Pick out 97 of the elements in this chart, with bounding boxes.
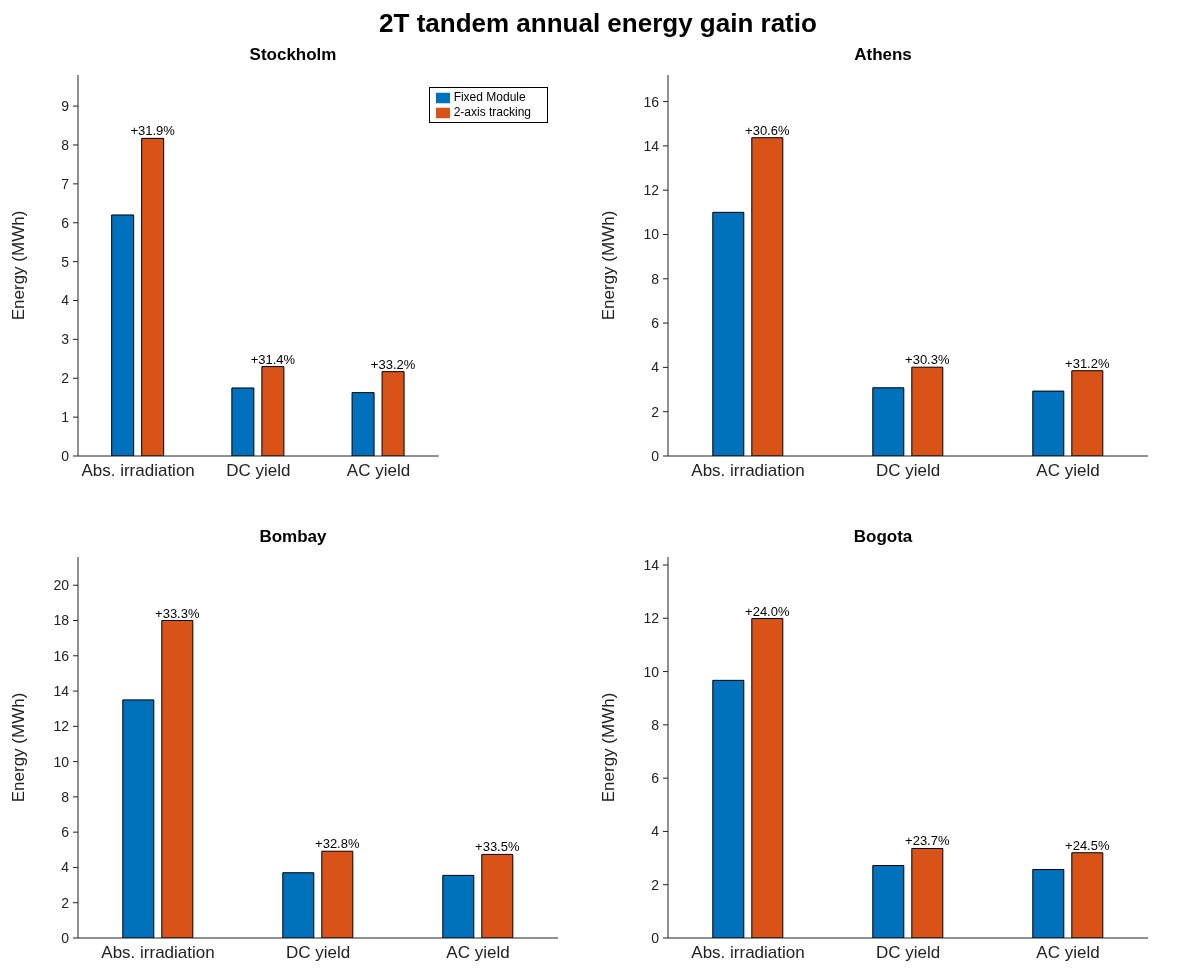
y-tick-label: 4 <box>651 359 660 376</box>
y-axis-title: Energy (MWh) <box>599 692 619 803</box>
y-tick-label: 10 <box>643 663 660 680</box>
annotation: +24.0% <box>745 603 790 619</box>
bar <box>872 387 905 456</box>
bar <box>231 387 255 456</box>
annotation: +33.5% <box>475 839 520 855</box>
bar <box>481 853 514 938</box>
y-tick-label: 0 <box>651 447 660 464</box>
y-tick-label: 4 <box>61 292 70 309</box>
y-tick-label: 9 <box>61 98 70 115</box>
y-axis-title: Energy (MWh) <box>9 692 29 803</box>
annotation: +31.2% <box>1065 355 1110 371</box>
bar <box>1071 370 1104 456</box>
y-tick-label: 8 <box>61 788 70 805</box>
x-tick-label: AC yield <box>1036 461 1100 481</box>
y-tick-label: 6 <box>651 315 660 332</box>
annotation: +31.4% <box>250 351 296 367</box>
y-axis-title: Energy (MWh) <box>9 210 29 321</box>
y-tick-label: 16 <box>643 93 660 110</box>
y-tick-label: 16 <box>53 647 70 664</box>
legend-label: 2-axis tracking <box>453 104 531 119</box>
chart-title: Athens <box>853 45 913 66</box>
y-tick-label: 4 <box>61 859 70 876</box>
annotation: +24.5% <box>1065 837 1110 853</box>
annotation: +33.2% <box>370 356 416 372</box>
y-tick-label: 6 <box>651 770 660 787</box>
y-tick-label: 0 <box>61 929 70 946</box>
x-tick-label: AC yield <box>1036 943 1100 963</box>
y-tick-label: 4 <box>651 823 660 840</box>
bar <box>141 137 165 456</box>
y-tick-label: 2 <box>61 894 70 911</box>
x-tick-label: Abs. irradiation <box>691 943 805 963</box>
bar <box>751 137 784 456</box>
annotation: +23.7% <box>905 833 950 849</box>
y-tick-label: 10 <box>643 226 660 243</box>
y-tick-label: 3 <box>61 331 70 348</box>
bar <box>1032 390 1065 456</box>
y-tick-label: 1 <box>61 409 70 426</box>
bar <box>282 872 315 938</box>
bar <box>442 874 475 938</box>
x-tick-label: DC yield <box>226 461 291 481</box>
annotation: +32.8% <box>315 836 360 852</box>
y-tick-label: 12 <box>643 610 660 627</box>
y-tick-label: 5 <box>61 253 70 270</box>
y-tick-label: 7 <box>61 175 70 192</box>
bar <box>712 679 745 938</box>
bar <box>321 850 354 938</box>
y-axis-title: Energy (MWh) <box>599 210 619 321</box>
annotation: +30.3% <box>905 352 950 368</box>
y-tick-label: 10 <box>53 753 70 770</box>
y-tick-label: 12 <box>53 718 70 735</box>
bar <box>1071 852 1104 938</box>
chart-title: Bogota <box>852 527 914 548</box>
bar <box>911 366 944 456</box>
bar <box>1032 869 1065 938</box>
y-tick-label: 2 <box>651 403 660 420</box>
bar <box>122 699 155 938</box>
x-tick-label: Abs. irradiation <box>691 461 805 481</box>
bar <box>712 211 745 456</box>
bar <box>872 865 905 938</box>
bar <box>751 618 784 938</box>
annotation: +33.3% <box>155 605 200 621</box>
y-tick-label: 14 <box>643 137 660 154</box>
y-tick-label: 14 <box>643 556 660 573</box>
x-tick-label: Abs. irradiation <box>81 461 195 481</box>
y-tick-label: 6 <box>61 214 70 231</box>
bar <box>381 371 405 456</box>
annotation: +30.6% <box>745 122 790 138</box>
y-tick-label: 2 <box>61 370 70 387</box>
y-tick-label: 6 <box>61 824 70 841</box>
x-tick-label: DC yield <box>875 461 941 481</box>
y-tick-label: 0 <box>61 447 70 464</box>
bar <box>911 847 944 938</box>
bar <box>261 366 285 456</box>
x-tick-label: DC yield <box>285 943 351 963</box>
x-tick-label: AC yield <box>346 461 411 481</box>
x-tick-label: DC yield <box>875 943 941 963</box>
y-tick-label: 8 <box>61 136 70 153</box>
chart-title: Bombay <box>258 527 328 548</box>
x-tick-label: Abs. irradiation <box>101 943 215 963</box>
y-tick-label: 8 <box>651 270 660 287</box>
legend-label: Fixed Module <box>453 90 526 104</box>
bar <box>111 214 135 456</box>
y-tick-label: 12 <box>643 182 660 199</box>
y-tick-label: 14 <box>53 683 70 700</box>
annotation: +31.9% <box>130 123 176 139</box>
chart-title: Stockholm <box>248 45 338 66</box>
text: 2T tandem annual energy gain ratio <box>378 8 818 39</box>
y-tick-label: 18 <box>53 612 70 629</box>
bar <box>161 620 194 938</box>
y-tick-label: 20 <box>53 577 70 594</box>
x-tick-label: AC yield <box>446 943 510 963</box>
bar <box>351 392 375 456</box>
y-tick-label: 2 <box>651 876 660 893</box>
y-tick-label: 8 <box>651 716 660 733</box>
y-tick-label: 0 <box>651 929 660 946</box>
